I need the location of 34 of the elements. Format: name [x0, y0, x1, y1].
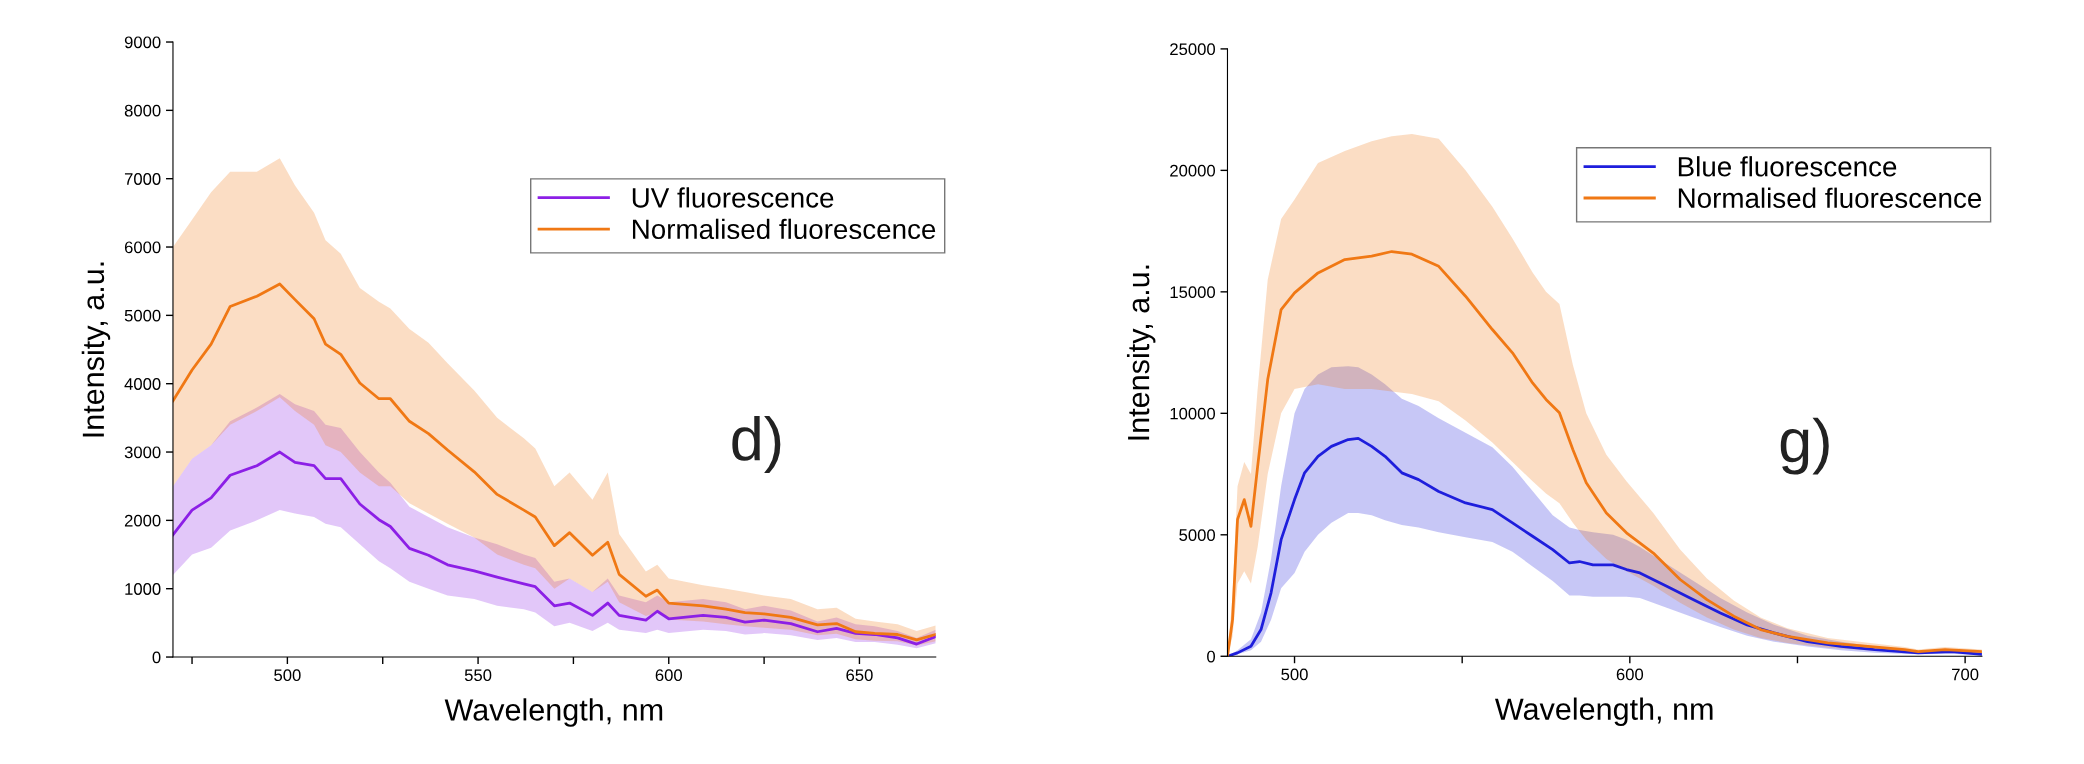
x-tick-label: 650: [846, 669, 873, 682]
y-tick-label: 6000: [124, 241, 161, 254]
y-tick-label: 3000: [124, 446, 161, 459]
y-axis-title: Intensity, a.u.: [81, 262, 111, 437]
line-series: [172, 282, 936, 642]
x-axis-title: Wavelength, nm: [1495, 697, 1713, 726]
y-axis-title: Intensity, a.u.: [1126, 265, 1156, 440]
y-tick-label: 20000: [1170, 164, 1216, 177]
y-tick-label: 1000: [125, 583, 161, 595]
x-tick-label: 550: [464, 669, 492, 682]
x-tick-label: 500: [274, 669, 301, 682]
y-tick-label: 5000: [1179, 529, 1216, 541]
y-tick-label: 0: [1207, 650, 1216, 663]
annotation: g): [1780, 417, 1829, 475]
legend-label: UV fluorescence: [632, 187, 834, 208]
legend-label: Normalised fluorescence: [1678, 187, 1982, 208]
y-tick-label: 5000: [124, 309, 161, 322]
y-tick-label: 10000: [1170, 407, 1216, 420]
y-tick-label: 7000: [124, 173, 161, 185]
x-tick-label: 500: [1281, 668, 1308, 681]
y-tick-label: 25000: [1170, 43, 1216, 56]
legend-label: Normalised fluorescence: [632, 218, 936, 240]
x-axis-title: Wavelength, nm: [444, 698, 663, 727]
y-tick-label: 8000: [124, 104, 161, 117]
annotation: d): [732, 415, 781, 473]
y-tick-label: 0: [152, 651, 161, 664]
x-tick-label: 600: [1616, 668, 1644, 681]
x-tick-label: 600: [655, 669, 683, 682]
y-tick-label: 15000: [1170, 286, 1216, 299]
legend-label: Blue fluorescence: [1678, 156, 1897, 177]
x-tick-label: 700: [1952, 668, 1979, 681]
y-tick-label: 4000: [124, 378, 161, 390]
y-tick-label: 2000: [124, 514, 161, 527]
y-tick-label: 9000: [124, 36, 161, 49]
